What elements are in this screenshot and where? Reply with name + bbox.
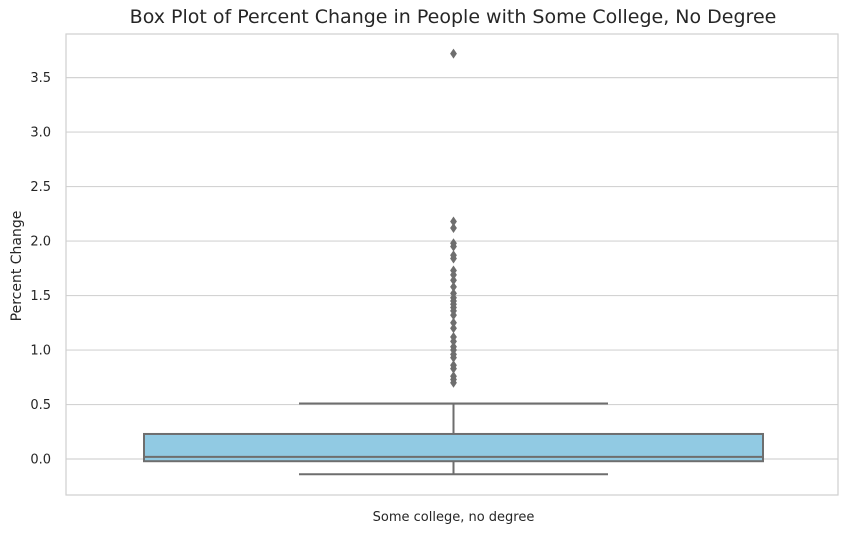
- y-tick-label: 0.5: [30, 398, 51, 413]
- outlier-point: [450, 216, 457, 227]
- outlier-point: [450, 331, 457, 342]
- box-group: [143, 402, 764, 476]
- chart-title: Box Plot of Percent Change in People wit…: [129, 6, 777, 28]
- outlier-point: [450, 323, 457, 334]
- y-tick-label: 3.5: [30, 71, 51, 86]
- y-tick-label: 1.0: [30, 344, 51, 359]
- x-tick-labels: Some college, no degree: [373, 510, 535, 525]
- outlier-point: [450, 281, 457, 292]
- y-tick-labels: 0.0 0.5 1.0 1.5 2.0 2.5 3.0 3.5: [30, 71, 51, 467]
- outlier-point: [450, 341, 457, 352]
- y-tick-label: 2.5: [30, 180, 51, 195]
- plot-frame: [65, 33, 839, 496]
- y-tick-label: 0.0: [30, 453, 51, 468]
- outlier-point: [450, 371, 457, 382]
- x-tick-label: Some college, no degree: [373, 510, 535, 525]
- outlier-point: [450, 275, 457, 286]
- y-tick-label: 3.0: [30, 126, 51, 141]
- outlier-point: [450, 288, 457, 299]
- outlier-point: [450, 317, 457, 328]
- outlier-points: [450, 48, 457, 388]
- outlier-point: [450, 238, 457, 249]
- y-tick-label: 2.0: [30, 235, 51, 250]
- outlier-point: [450, 48, 457, 59]
- y-tick-label: 1.5: [30, 289, 51, 304]
- outlier-point: [450, 250, 457, 261]
- outlier-point: [450, 360, 457, 371]
- outlier-point: [450, 265, 457, 276]
- outlier-point: [450, 222, 457, 233]
